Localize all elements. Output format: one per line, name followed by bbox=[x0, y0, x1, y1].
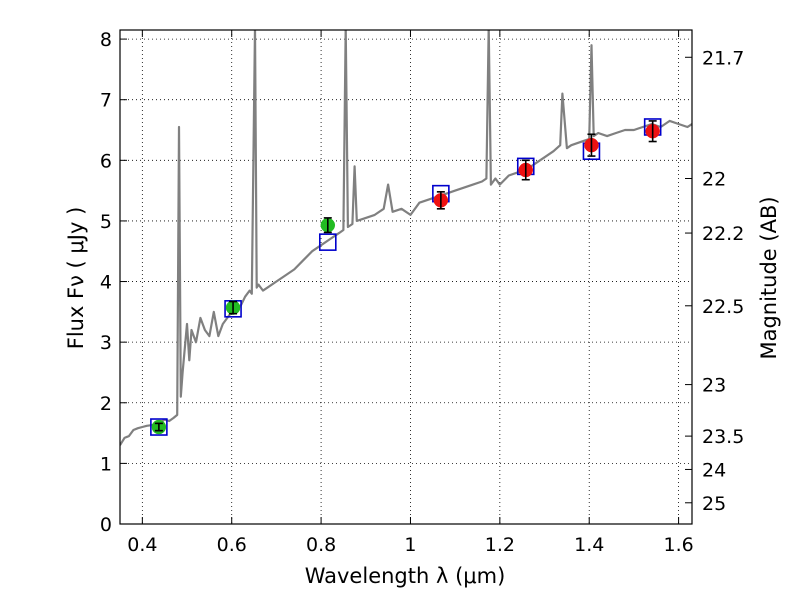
right-tick-label: 21.7 bbox=[702, 47, 744, 69]
y-tick-label: 3 bbox=[100, 332, 112, 354]
model-point-square bbox=[150, 418, 168, 436]
observed-points bbox=[151, 120, 660, 435]
axis-ticks: 0.4 0.6 0.8 1 1.2 1.4 1.601234567821.72222.222… bbox=[100, 29, 744, 556]
y-tick-label: 0 bbox=[100, 514, 112, 536]
y-axis-label: Flux Fν ( μJy ) bbox=[64, 207, 88, 350]
y-tick-label: 7 bbox=[100, 90, 112, 112]
x-tick-label: 0.8 bbox=[306, 534, 336, 556]
x-axis-label: Wavelength λ (μm) bbox=[305, 564, 506, 588]
model-point-square bbox=[318, 233, 337, 251]
right-tick-label: 25 bbox=[702, 493, 726, 515]
right-tick-label: 23 bbox=[702, 375, 726, 397]
plot-frame bbox=[119, 29, 693, 525]
spectrum-line bbox=[120, 30, 692, 446]
y-tick-label: 2 bbox=[100, 393, 112, 415]
y-tick-label: 1 bbox=[100, 453, 112, 475]
x-tick-label: 1.6 bbox=[663, 534, 693, 556]
x-tick-label: 1.4 bbox=[574, 534, 604, 556]
right-tick-label: 22.2 bbox=[702, 223, 744, 245]
right-tick-label: 22.5 bbox=[702, 296, 744, 318]
spectrum-layer bbox=[120, 30, 692, 446]
y-tick-label: 5 bbox=[100, 211, 112, 233]
x-tick-label: 1 bbox=[404, 534, 416, 556]
y-tick-label: 8 bbox=[100, 29, 112, 51]
right-tick-label: 24 bbox=[702, 459, 726, 481]
y-axis-right-label: Magnitude (AB) bbox=[757, 196, 781, 359]
x-tick-label: 0.6 bbox=[217, 534, 247, 556]
right-tick-label: 22 bbox=[702, 169, 726, 191]
x-tick-label: 1.2 bbox=[485, 534, 515, 556]
y-tick-label: 4 bbox=[100, 272, 112, 294]
right-tick-label: 23.5 bbox=[702, 426, 744, 448]
x-tick-label: 0.4 bbox=[127, 534, 157, 556]
y-tick-label: 6 bbox=[100, 150, 112, 172]
